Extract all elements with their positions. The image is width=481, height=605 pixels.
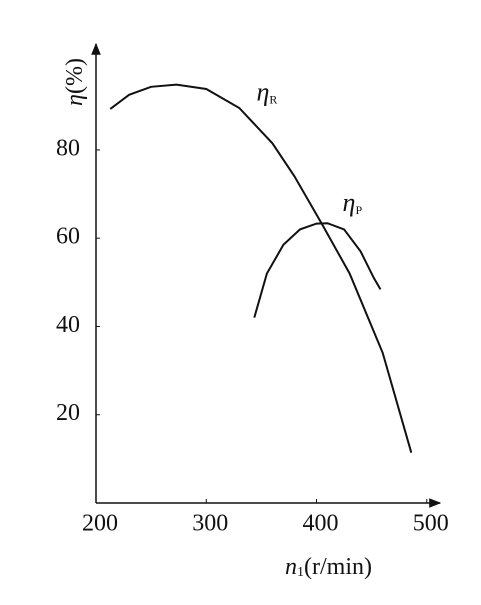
y-label-main: η (62, 94, 88, 106)
series-label-sub: P (355, 203, 362, 217)
y-tick-label: 20 (56, 400, 80, 426)
y-tick-label: 80 (56, 135, 80, 161)
x-label-sub: 1 (297, 565, 304, 580)
y-label-rest: (%) (62, 58, 88, 94)
series-label: ηP (343, 188, 363, 217)
y-tick-label: 60 (56, 224, 80, 250)
x-label-main: n (285, 554, 297, 580)
series-label-sub: R (269, 92, 277, 106)
y-tick-label: 40 (56, 312, 80, 338)
x-tick-label: 400 (303, 511, 339, 537)
curve (109, 83, 413, 453)
x-tick-label: 500 (413, 511, 449, 537)
x-tick-label: 200 (82, 511, 118, 537)
x-tick-label: 300 (192, 511, 228, 537)
x-label-rest: (r/min) (304, 554, 372, 580)
y-axis-label: η(%) (62, 58, 88, 106)
series-label: ηR (256, 78, 277, 107)
series-label-symbol: η (256, 78, 269, 107)
series-label-symbol: η (343, 188, 356, 217)
curve (253, 222, 382, 318)
x-axis-label: n1(r/min) (285, 554, 372, 581)
